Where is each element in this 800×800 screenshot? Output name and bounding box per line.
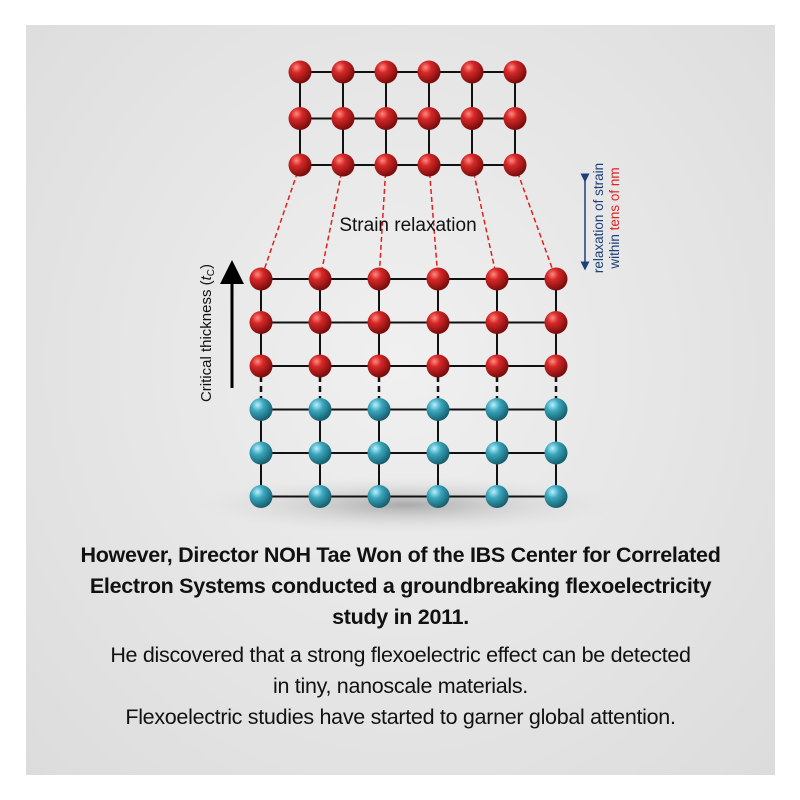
strain-relaxation-connector: [428, 164, 439, 280]
red-atom: [460, 107, 484, 130]
red-atom: [308, 354, 332, 378]
red-atom: [374, 153, 398, 177]
strain-range-label-line2: within tens of nm: [607, 167, 622, 269]
red-atom: [288, 107, 312, 130]
red-atom: [426, 311, 450, 334]
caption-normal-line: Flexoelectric studies have started to ga…: [125, 705, 676, 729]
blue-atom: [426, 398, 450, 421]
blue-atom: [249, 398, 273, 421]
red-atom: [367, 267, 391, 291]
red-atom: [288, 60, 312, 84]
strain-range-label-line1: relaxation of strain: [591, 163, 606, 273]
red-atom: [417, 153, 441, 177]
caption-bold-line: Electron Systems conducted a groundbreak…: [89, 574, 712, 598]
caption-bold: However, Director NOH Tae Won of the IBS…: [26, 540, 775, 633]
blue-atom: [485, 485, 509, 508]
red-atom: [288, 153, 312, 177]
blue-atom: [485, 441, 509, 465]
red-atom: [503, 107, 527, 130]
red-atom: [503, 60, 527, 84]
critical-thickness-label: Critical thickness (tC): [198, 264, 217, 402]
strain-relaxation-connector: [260, 164, 301, 280]
red-atom: [249, 311, 273, 334]
blue-atom: [308, 441, 332, 465]
red-atom: [331, 107, 355, 130]
red-atom: [460, 153, 484, 177]
lattice-shadow: [195, 477, 615, 533]
blue-atom: [308, 398, 332, 421]
strain-relaxation-connector: [471, 164, 498, 280]
blue-atom: [367, 398, 391, 421]
red-atom: [308, 311, 332, 334]
red-atom: [367, 311, 391, 334]
strain-relaxation-label: Strain relaxation: [339, 215, 476, 236]
red-atom: [249, 267, 273, 291]
red-atom: [331, 153, 355, 177]
red-atom: [544, 354, 568, 378]
red-atom: [367, 354, 391, 378]
background-panel: [26, 25, 775, 775]
red-atom: [544, 267, 568, 291]
blue-atom: [367, 441, 391, 465]
red-atom: [426, 354, 450, 378]
blue-atom: [426, 485, 450, 508]
caption-bold-line: However, Director NOH Tae Won of the IBS…: [80, 543, 721, 567]
red-atom: [426, 267, 450, 291]
blue-atom: [485, 398, 509, 421]
red-atom: [249, 354, 273, 378]
blue-atom: [544, 441, 568, 465]
red-atom: [374, 60, 398, 84]
red-atom: [485, 267, 509, 291]
blue-atom: [426, 441, 450, 465]
strain-relaxation-connector: [514, 164, 557, 280]
red-atom: [503, 153, 527, 177]
strain-relaxation-connector: [319, 164, 344, 280]
strain-relaxation-connector: [378, 164, 387, 280]
caption-normal-line: He discovered that a strong flexoelectri…: [110, 643, 691, 667]
blue-atom: [544, 485, 568, 508]
caption-normal: He discovered that a strong flexoelectri…: [26, 640, 775, 733]
caption-bold-line: study in 2011.: [332, 605, 469, 629]
red-atom: [331, 60, 355, 84]
blue-atom: [308, 485, 332, 508]
red-atom: [374, 107, 398, 130]
blue-atom: [367, 485, 391, 508]
caption-normal-line: in tiny, nanoscale materials.: [272, 674, 528, 698]
blue-atom: [249, 441, 273, 465]
red-atom: [460, 60, 484, 84]
red-atom: [308, 267, 332, 291]
blue-atom: [249, 485, 273, 508]
red-atom: [417, 107, 441, 130]
red-atom: [544, 311, 568, 334]
red-atom: [485, 354, 509, 378]
red-atom: [417, 60, 441, 84]
red-atom: [485, 311, 509, 334]
blue-atom: [544, 398, 568, 421]
